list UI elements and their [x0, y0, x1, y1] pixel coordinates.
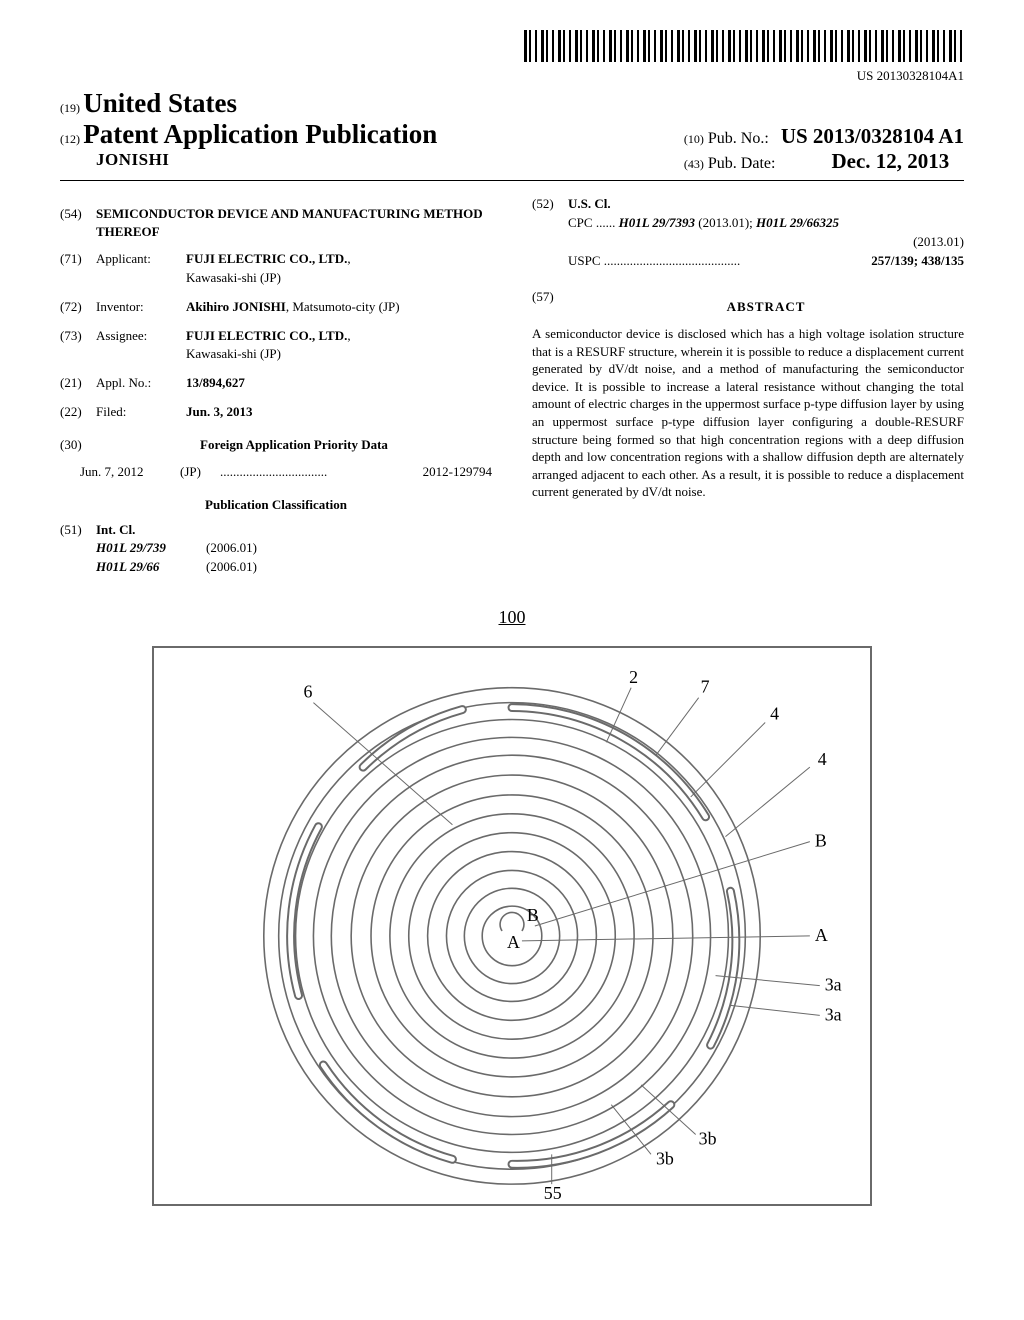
cpc-1: H01L 29/7393 — [619, 214, 695, 233]
code-43: (43) — [684, 157, 704, 171]
code-30: (30) — [60, 436, 96, 455]
invention-title: SEMICONDUCTOR DEVICE AND MANUFACTURING M… — [96, 205, 492, 240]
priority-date: Jun. 7, 2012 — [80, 463, 180, 482]
biblio-columns: (54) SEMICONDUCTOR DEVICE AND MANUFACTUR… — [60, 195, 964, 577]
fig-label-B1: B — [815, 831, 827, 851]
intcl-2-code: H01L 29/66 — [96, 558, 206, 577]
intcl-label: Int. Cl. — [96, 521, 492, 540]
code-19: (19) — [60, 101, 80, 115]
header-row-1: (19) United States — [60, 88, 964, 119]
barcode-graphic — [524, 30, 964, 62]
filed-date: Jun. 3, 2013 — [186, 403, 492, 422]
header-rule — [60, 180, 964, 181]
field-22-filed: (22) Filed: Jun. 3, 2013 — [60, 403, 492, 422]
priority-number: 2012-129794 — [423, 463, 492, 482]
fig-label-6: 6 — [304, 682, 313, 702]
field-51-intcl: (51) Int. Cl. H01L 29/739 (2006.01) H01L… — [60, 521, 492, 578]
fig-label-55: 55 — [544, 1183, 562, 1203]
code-22: (22) — [60, 403, 96, 422]
pub-no-label: Pub. No.: — [708, 130, 769, 147]
applicant-name: FUJI ELECTRIC CO., LTD. — [186, 251, 347, 266]
abstract-text: A semiconductor device is disclosed whic… — [532, 325, 964, 500]
abstract-heading: ABSTRACT — [568, 298, 964, 317]
fig-label-3b2: 3b — [656, 1148, 674, 1168]
intcl-1-year: (2006.01) — [206, 539, 257, 558]
left-column: (54) SEMICONDUCTOR DEVICE AND MANUFACTUR… — [60, 195, 492, 577]
applicant-address: Kawasaki-shi (JP) — [186, 270, 281, 285]
figure-svg: 6 2 7 4 4 B B A A 3a 3a 3b 3b 55 — [154, 648, 870, 1204]
code-57: (57) — [532, 288, 568, 325]
field-54-title: (54) SEMICONDUCTOR DEVICE AND MANUFACTUR… — [60, 205, 492, 240]
field-73-assignee: (73) Assignee: FUJI ELECTRIC CO., LTD., … — [60, 327, 492, 365]
doc-type: Patent Application Publication — [83, 119, 437, 149]
inventor-name: Akihiro JONISHI — [186, 299, 286, 314]
foreign-priority-heading: Foreign Application Priority Data — [96, 436, 492, 455]
field-52-uscl: (52) U.S. Cl. CPC ...... H01L 29/7393 (2… — [532, 195, 964, 270]
cpc-1-year: (2013.01); — [698, 214, 753, 233]
fig-label-A2: A — [507, 932, 520, 952]
pub-date-label: Pub. Date: — [708, 155, 776, 172]
field-72-inventor: (72) Inventor: Akihiro JONISHI, Matsumot… — [60, 298, 492, 317]
pub-date: Dec. 12, 2013 — [831, 149, 949, 173]
code-73: (73) — [60, 327, 96, 365]
barcode-block: US 20130328104A1 — [60, 30, 964, 84]
fig-label-3a1: 3a — [825, 975, 842, 995]
inventor-address: , Matsumoto-city (JP) — [286, 299, 400, 314]
label-filed: Filed: — [96, 403, 186, 422]
field-30-foreign: (30) Foreign Application Priority Data — [60, 436, 492, 455]
uspc-label: USPC — [568, 252, 601, 271]
code-21: (21) — [60, 374, 96, 393]
code-51: (51) — [60, 521, 96, 578]
code-54: (54) — [60, 205, 96, 240]
fig-label-3b1: 3b — [699, 1128, 717, 1148]
assignee-address: Kawasaki-shi (JP) — [186, 346, 281, 361]
label-assignee: Assignee: — [96, 327, 186, 365]
code-71: (71) — [60, 250, 96, 288]
appl-no: 13/894,627 — [186, 374, 492, 393]
header-row-2: (12) Patent Application Publication JONI… — [60, 119, 964, 174]
field-21-applno: (21) Appl. No.: 13/894,627 — [60, 374, 492, 393]
uscl-label: U.S. Cl. — [568, 195, 964, 214]
code-72: (72) — [60, 298, 96, 317]
assignee-name: FUJI ELECTRIC CO., LTD. — [186, 328, 347, 343]
cpc-2: H01L 29/66325 — [756, 214, 839, 233]
fig-label-3a2: 3a — [825, 1004, 842, 1024]
priority-row: Jun. 7, 2012 (JP) ......................… — [60, 463, 492, 482]
code-52: (52) — [532, 195, 568, 270]
right-column: (52) U.S. Cl. CPC ...... H01L 29/7393 (2… — [532, 195, 964, 577]
fig-label-7: 7 — [701, 677, 710, 697]
inventor-header: JONISHI — [96, 150, 169, 169]
code-10: (10) — [684, 132, 704, 146]
priority-country: (JP) — [180, 463, 220, 482]
barcode-text: US 20130328104A1 — [60, 68, 964, 84]
intcl-1-code: H01L 29/739 — [96, 539, 206, 558]
label-applno: Appl. No.: — [96, 374, 186, 393]
code-12: (12) — [60, 132, 80, 146]
figure-ref-number: 100 — [499, 607, 526, 628]
label-applicant: Applicant: — [96, 250, 186, 288]
country: United States — [83, 88, 237, 118]
figure-box: 6 2 7 4 4 B B A A 3a 3a 3b 3b 55 — [152, 646, 872, 1206]
intcl-2-year: (2006.01) — [206, 558, 257, 577]
label-inventor: Inventor: — [96, 298, 186, 317]
fig-label-4a: 4 — [770, 704, 779, 724]
fig-label-4b: 4 — [818, 749, 827, 769]
fig-label-B2: B — [527, 905, 539, 925]
field-71-applicant: (71) Applicant: FUJI ELECTRIC CO., LTD.,… — [60, 250, 492, 288]
cpc-2-year: (2013.01) — [568, 233, 964, 252]
pub-no: US 2013/0328104 A1 — [781, 124, 964, 148]
figure-wrap: 100 — [60, 607, 964, 1206]
fig-label-A1: A — [815, 925, 828, 945]
cpc-label: CPC — [568, 214, 593, 233]
field-57-abstract: (57) ABSTRACT — [532, 288, 964, 325]
pub-classification-heading: Publication Classification — [60, 496, 492, 515]
uspc-value: 257/139; 438/135 — [871, 252, 964, 271]
fig-label-2: 2 — [629, 667, 638, 687]
